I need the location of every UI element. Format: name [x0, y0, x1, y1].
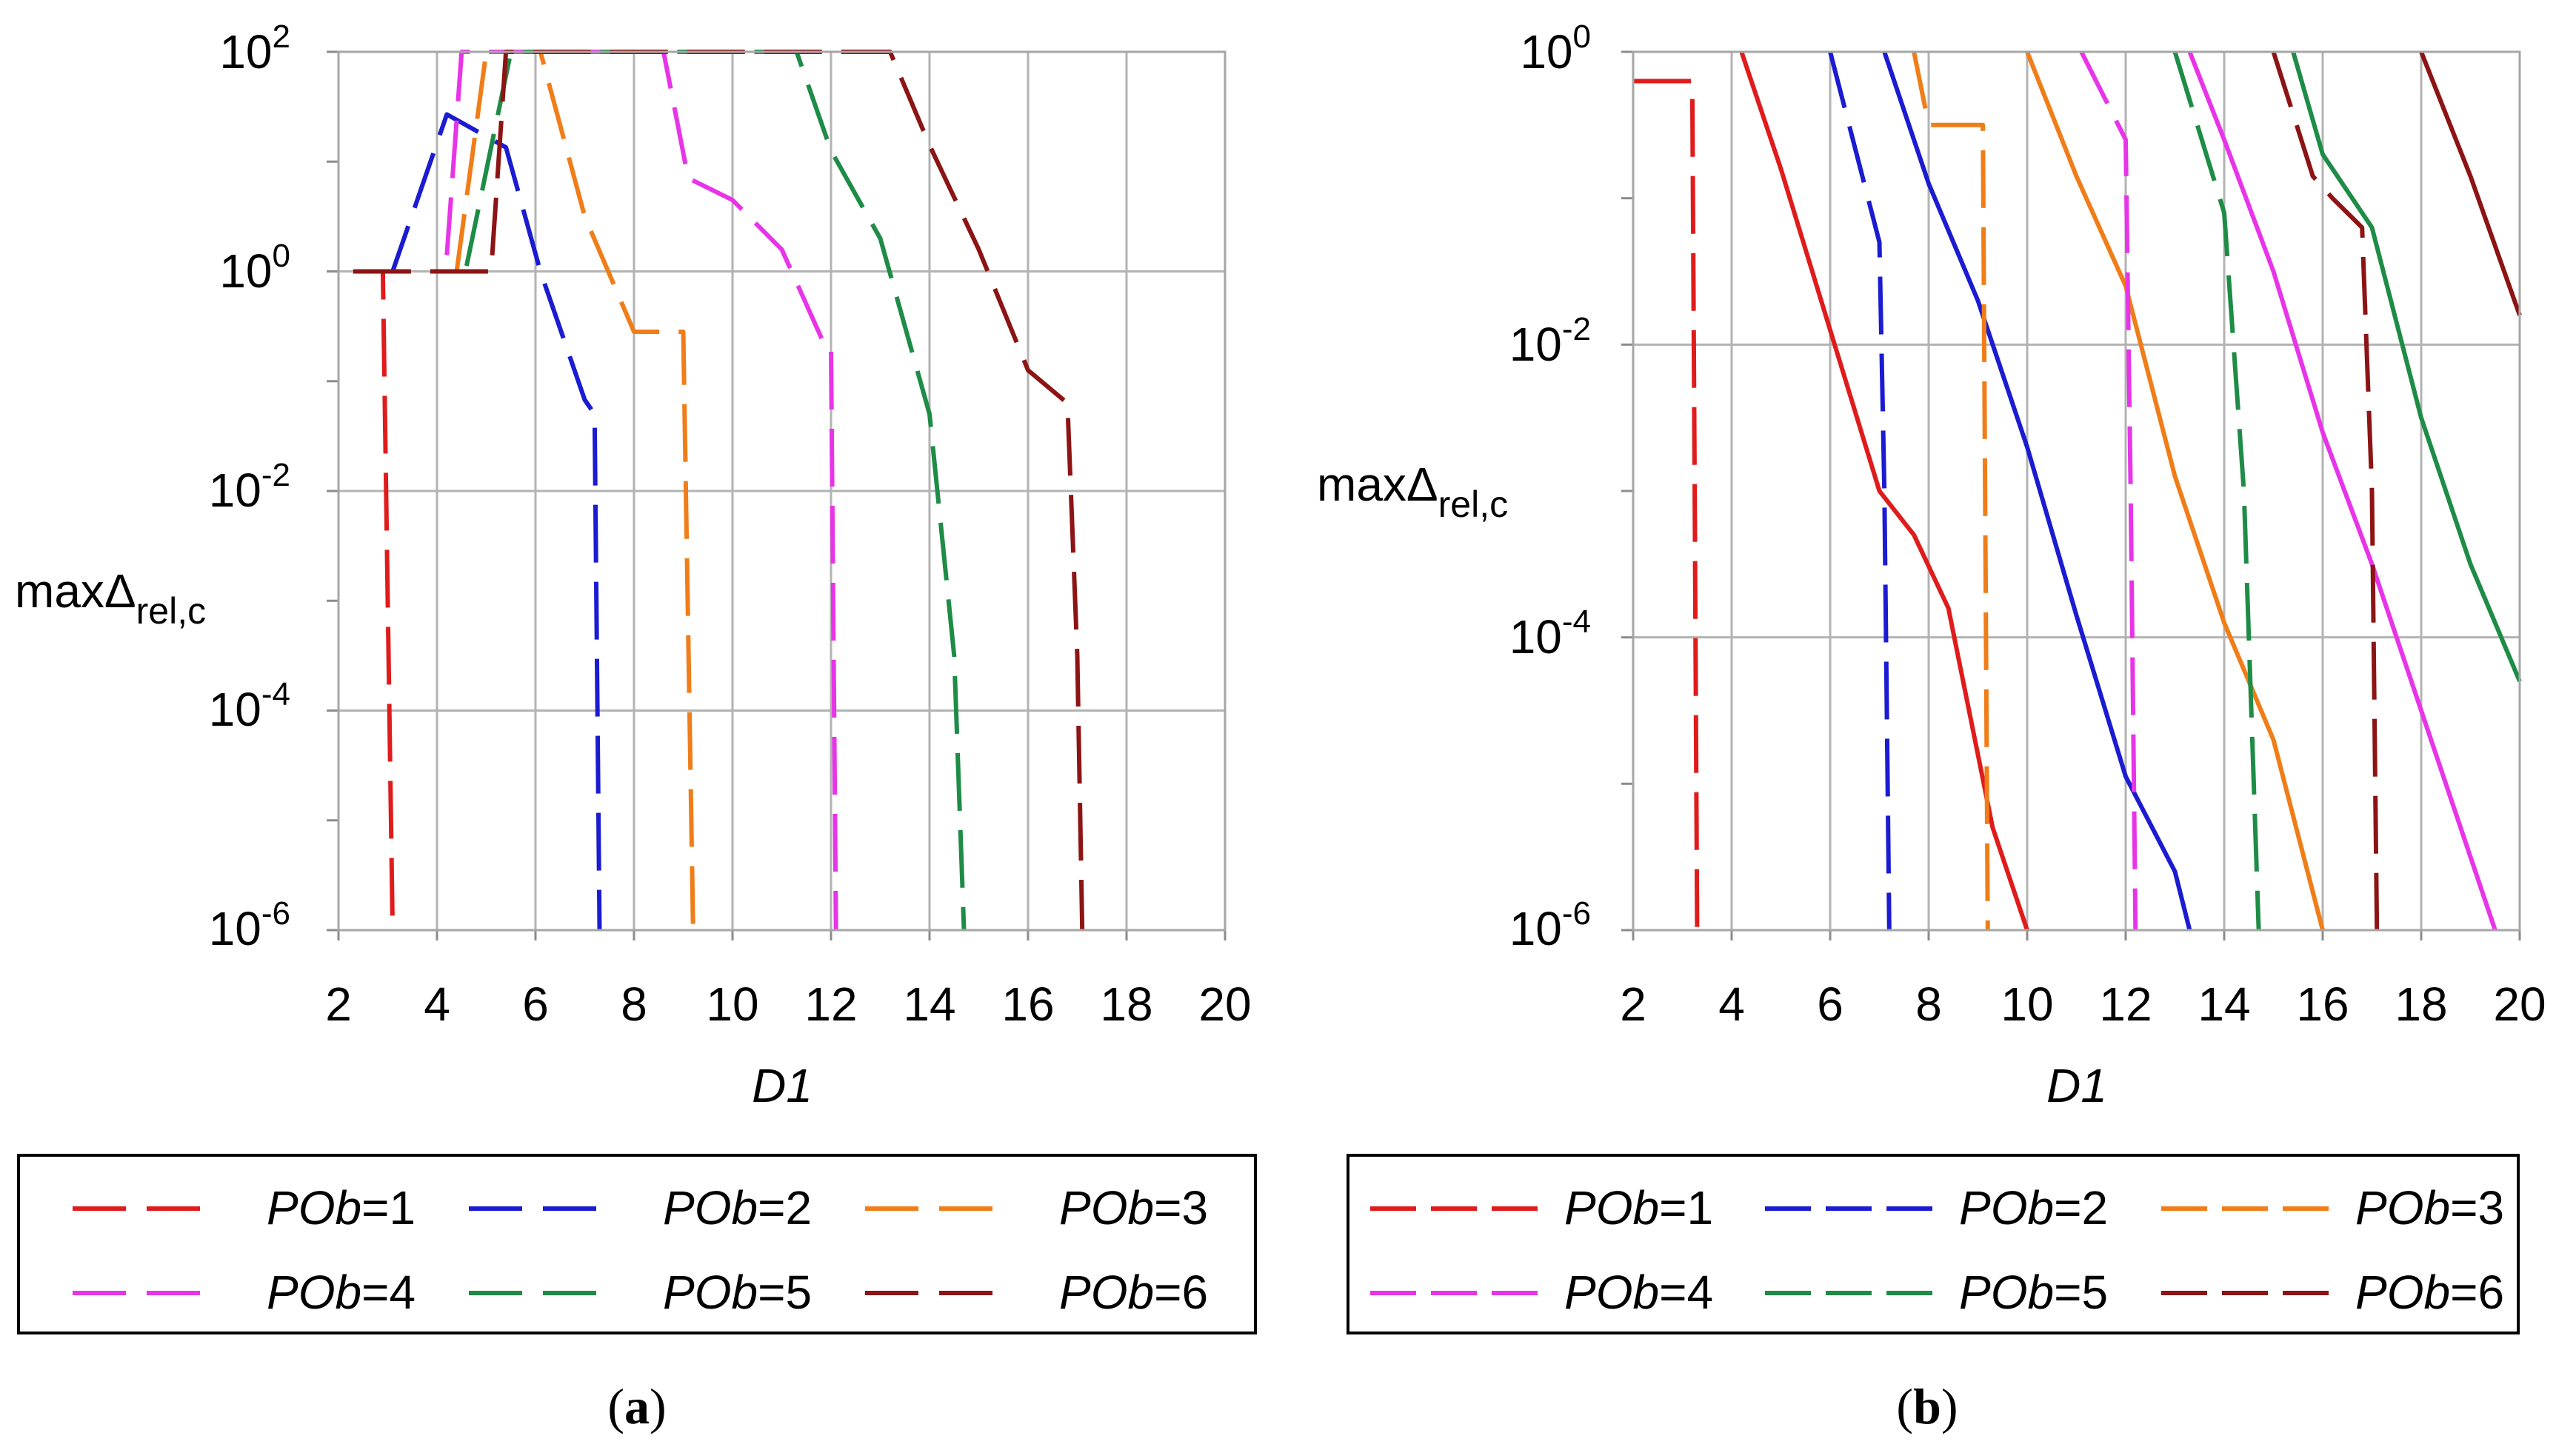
panel-caption-a: (a) [607, 1378, 666, 1434]
legend-label: POb=2 [1959, 1181, 2108, 1234]
y-tick-label: 10-2 [209, 457, 290, 517]
x-tick-label: 12 [2099, 978, 2152, 1031]
series-line-pob-5 [2172, 51, 2261, 931]
x-tick-label: 10 [2001, 978, 2053, 1031]
x-tick-labels-a: 2 4 6 8 10 12 14 16 18 20 [325, 978, 1251, 1031]
x-tick-label: 16 [2296, 978, 2349, 1031]
series-line-pob-2 [1828, 51, 1892, 931]
series-line-pob-2 [1882, 51, 2192, 931]
legend-label: POb=6 [2355, 1266, 2504, 1319]
series-line-pob-4 [2187, 50, 2497, 931]
x-tick-label: 10 [706, 978, 758, 1031]
y-tick-label: 10-2 [1509, 311, 1591, 371]
series-line-pob-6 [2419, 50, 2522, 316]
legend-swatches-b [1370, 1206, 2329, 1295]
legend-label: POb=3 [1059, 1181, 1208, 1234]
series-line-pob-3 [2025, 50, 2325, 931]
plot-frame-a [337, 50, 1227, 932]
x-tick-label: 20 [1198, 978, 1251, 1031]
plot-frame-b [1632, 50, 2521, 932]
legend-label: POb=3 [2355, 1181, 2504, 1234]
x-tick-label: 18 [1100, 978, 1152, 1031]
series-line-pob-2 [382, 112, 602, 931]
x-tick-label: 4 [1718, 978, 1745, 1031]
y-tick-label: 10-4 [209, 676, 290, 736]
series-line-pob-5 [2291, 51, 2522, 683]
legend-label: POb=1 [267, 1181, 416, 1234]
x-tick-label: 6 [522, 978, 549, 1031]
panel-b: 100 10-2 10-4 10-6 2 4 6 8 10 12 14 16 1… [1317, 19, 2546, 1434]
x-tick-label: 4 [424, 978, 450, 1031]
x-axis-label-b: D1 [2046, 1059, 2107, 1112]
legend-b: POb=1 POb=2 POb=3 POb=4 POb=5 POb=6 [1347, 1154, 2520, 1334]
legend-box-b [1347, 1154, 2520, 1334]
x-tick-label: 8 [1915, 978, 1942, 1031]
legend-label: POb=2 [663, 1181, 812, 1234]
y-tick-label: 100 [1520, 19, 1591, 78]
legend-label: POb=1 [1564, 1181, 1713, 1234]
y-tick-label: 10-6 [209, 895, 290, 955]
grid-b [1621, 50, 2521, 941]
legend-label: POb=6 [1059, 1266, 1208, 1319]
series-line-pob-6 [2271, 51, 2380, 931]
legend-a: POb=1 POb=2 POb=3 POb=4 POb=5 POb=6 [17, 1154, 1257, 1334]
series-line-pob-6 [353, 50, 1085, 931]
series-line-pob-3 [1912, 51, 1990, 931]
x-tick-label: 2 [325, 978, 352, 1031]
x-tick-label: 2 [1620, 978, 1646, 1031]
y-axis-label-a: maxΔrel,c [15, 564, 206, 632]
y-tick-label: 10-4 [1509, 604, 1591, 664]
x-tick-label: 16 [1001, 978, 1054, 1031]
x-tick-label: 6 [1817, 978, 1843, 1031]
series-line-pob-4 [2079, 50, 2138, 931]
x-tick-label: 8 [621, 978, 647, 1031]
x-tick-label: 14 [903, 978, 955, 1031]
series-line-pob-1 [1633, 78, 1700, 931]
panel-a: 102 100 10-2 10-4 10-6 2 4 6 8 10 12 14 … [15, 19, 1257, 1434]
y-tick-label: 100 [219, 238, 290, 298]
y-tick-label: 10-6 [1509, 895, 1591, 955]
x-tick-label: 14 [2198, 978, 2250, 1031]
y-axis-label-b: maxΔrel,c [1317, 458, 1508, 525]
legend-label: POb=5 [1959, 1266, 2108, 1319]
x-axis-label-a: D1 [752, 1059, 812, 1112]
series-lines-b [1633, 50, 2522, 931]
legend-label: POb=4 [1564, 1266, 1713, 1319]
legend-swatches-a [73, 1206, 992, 1295]
panel-caption-b: (b) [1896, 1378, 1958, 1434]
x-tick-label: 18 [2395, 978, 2447, 1031]
legend-label: POb=4 [267, 1266, 416, 1319]
x-tick-labels-b: 2 4 6 8 10 12 14 16 18 20 [1620, 978, 2546, 1031]
legend-label: POb=5 [663, 1266, 812, 1319]
x-tick-label: 12 [804, 978, 857, 1031]
legend-box-a [17, 1154, 1257, 1334]
y-tick-label: 102 [219, 19, 290, 78]
x-tick-label: 20 [2493, 978, 2546, 1031]
